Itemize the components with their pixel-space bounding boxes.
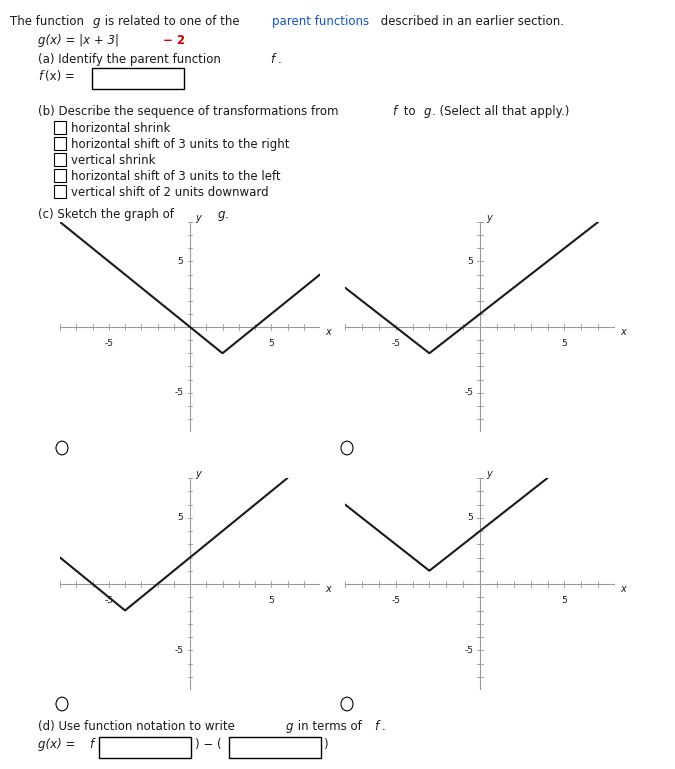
Text: y: y [196, 468, 201, 478]
Text: horizontal shift of 3 units to the left: horizontal shift of 3 units to the left [71, 170, 281, 183]
Text: x: x [325, 327, 331, 337]
Text: -5: -5 [104, 596, 113, 605]
Text: g(x) =: g(x) = [38, 738, 79, 751]
Text: The function: The function [10, 15, 88, 28]
Text: x: x [620, 584, 626, 594]
Text: .: . [382, 720, 385, 733]
Text: ) − (: ) − ( [195, 738, 221, 751]
Text: 5: 5 [178, 257, 184, 266]
Text: (a) Identify the parent function: (a) Identify the parent function [38, 53, 225, 66]
Text: y: y [486, 468, 491, 478]
Text: -5: -5 [175, 646, 184, 654]
Text: 5: 5 [468, 513, 473, 522]
Text: f: f [374, 720, 378, 733]
Text: vertical shift of 2 units downward: vertical shift of 2 units downward [71, 186, 269, 199]
Text: ): ) [323, 738, 327, 751]
Text: 5: 5 [269, 596, 274, 605]
Text: (c) Sketch the graph of: (c) Sketch the graph of [38, 208, 178, 221]
Text: -5: -5 [391, 339, 400, 348]
Text: (b) Describe the sequence of transformations from: (b) Describe the sequence of transformat… [38, 105, 342, 118]
Text: f: f [392, 105, 396, 118]
Text: 5: 5 [562, 339, 567, 348]
Text: -5: -5 [175, 388, 184, 397]
Text: g: g [218, 208, 225, 221]
Text: 5: 5 [562, 596, 567, 605]
Text: is related to one of the: is related to one of the [101, 15, 244, 28]
Text: f: f [38, 70, 42, 83]
Text: g: g [286, 720, 294, 733]
Text: y: y [486, 213, 491, 223]
Text: parent functions: parent functions [272, 15, 369, 28]
Text: horizontal shift of 3 units to the right: horizontal shift of 3 units to the right [71, 138, 290, 151]
Text: horizontal shrink: horizontal shrink [71, 122, 170, 135]
Text: g: g [424, 105, 431, 118]
Text: f: f [270, 53, 274, 66]
Text: x: x [325, 584, 331, 594]
Text: x: x [620, 327, 626, 337]
Text: to: to [400, 105, 419, 118]
Text: -5: -5 [464, 388, 473, 397]
Text: g(x) = |x + 3|: g(x) = |x + 3| [38, 34, 123, 47]
Text: -5: -5 [464, 646, 473, 654]
Text: in terms of: in terms of [294, 720, 365, 733]
Text: described in an earlier section.: described in an earlier section. [377, 15, 564, 28]
Text: 5: 5 [178, 513, 184, 522]
Text: (d) Use function notation to write: (d) Use function notation to write [38, 720, 239, 733]
Text: -5: -5 [104, 339, 113, 348]
Text: g: g [93, 15, 101, 28]
Text: − 2: − 2 [163, 34, 185, 47]
Text: .: . [225, 208, 229, 221]
Text: (x) =: (x) = [45, 70, 75, 83]
Text: f: f [89, 738, 93, 751]
Text: vertical shrink: vertical shrink [71, 154, 155, 167]
Text: 5: 5 [468, 257, 473, 266]
Text: . (Select all that apply.): . (Select all that apply.) [432, 105, 570, 118]
Text: .: . [278, 53, 281, 66]
Text: 5: 5 [269, 339, 274, 348]
Text: y: y [196, 213, 201, 223]
Text: -5: -5 [391, 596, 400, 605]
